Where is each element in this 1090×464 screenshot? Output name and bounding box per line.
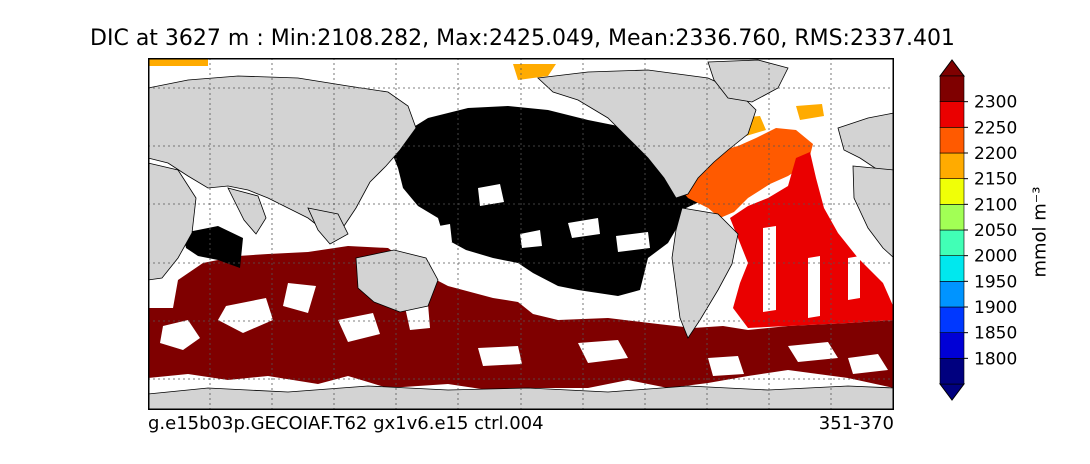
colorbar-tick-label: 2000 <box>974 247 1017 267</box>
colorbar-swatch <box>939 332 965 359</box>
colorbar: 1800 1850 1900 1950 2000 2050 2100 2150 2200 2250… <box>939 59 1017 401</box>
colorbar-tick-label: 1850 <box>974 324 1017 344</box>
north-pacific-gaps <box>428 184 650 252</box>
colorbar-swatch <box>939 204 965 231</box>
colorbar-tick-label: 2150 <box>974 170 1017 190</box>
greenland <box>707 59 789 103</box>
colorbar-tick-label: 2250 <box>974 118 1017 138</box>
colorbar-swatch <box>939 358 965 385</box>
colorbar-tick-label: 1800 <box>974 349 1017 369</box>
eurasia <box>148 75 417 233</box>
colorbar-tick-label: 2100 <box>974 195 1017 215</box>
southern-ocean-gaps <box>160 283 888 376</box>
colorbar-swatch <box>939 281 965 308</box>
south-atlantic-gaps <box>763 226 860 318</box>
colorbar-tick-label: 2300 <box>974 93 1017 113</box>
colorbar-swatch <box>939 255 965 282</box>
colorbar-tick-label: 2050 <box>974 221 1017 241</box>
case-name: g.e15b03p.GECOIAF.T62 gx1v6.e15 ctrl.004 <box>148 413 544 434</box>
north-atlantic-field <box>513 64 824 218</box>
se-asia <box>307 207 349 245</box>
map-frame <box>148 58 894 410</box>
arctic-strip <box>148 58 208 66</box>
year-range: 351-370 <box>818 413 894 434</box>
colorbar-swatch <box>939 101 965 128</box>
colorbar-swatch <box>939 306 965 333</box>
colorbar-swatch <box>939 229 965 256</box>
colorbar-swatch <box>939 152 965 179</box>
colorbar-swatch <box>939 178 965 205</box>
colorbar-swatch <box>939 127 965 154</box>
colorbar-swatch <box>939 75 965 102</box>
colorbar-tick-label: 1950 <box>974 272 1017 292</box>
map-panel <box>148 58 894 410</box>
australia <box>355 249 439 313</box>
colorbar-extend-min <box>939 383 965 401</box>
north-america <box>537 69 757 199</box>
africa-left <box>148 162 197 281</box>
plot-title: DIC at 3627 m : Min:2108.282, Max:2425.0… <box>90 26 955 51</box>
south-america <box>671 207 739 339</box>
colorbar-units: mmol m⁻³ <box>1029 186 1051 278</box>
south-asia <box>227 187 267 235</box>
africa <box>852 165 894 259</box>
colorbar-tick-label: 2200 <box>974 144 1017 164</box>
graticule <box>148 58 894 410</box>
colorbar-tick-label: 1900 <box>974 298 1017 318</box>
colorbar-extend-max <box>939 59 965 77</box>
